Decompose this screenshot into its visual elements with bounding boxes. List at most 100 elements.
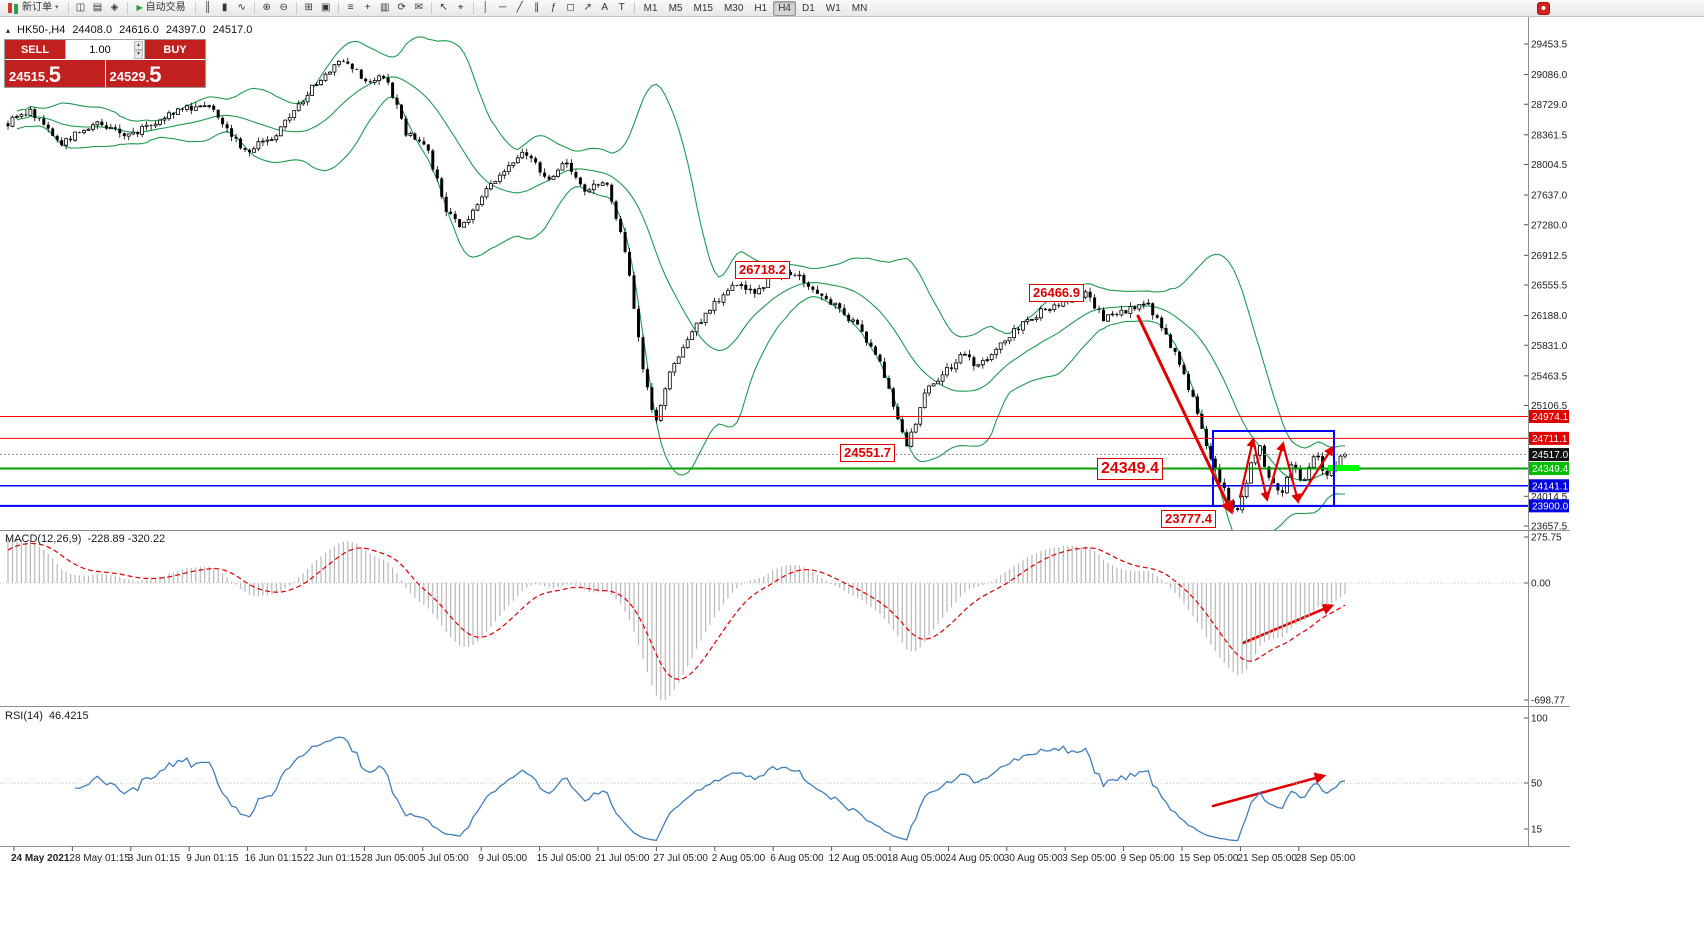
toolbar-separator	[253, 2, 255, 14]
time-axis-label: 5 Jul 05:00	[420, 853, 469, 864]
cursor-icon[interactable]: ↖	[436, 1, 452, 16]
fibonacci-icon[interactable]: ƒ	[546, 1, 562, 16]
new-order-label: 新订单	[22, 2, 52, 13]
zoom-in-icon[interactable]: ⊕	[259, 1, 275, 16]
collapse-icon[interactable]: ▴	[6, 25, 11, 35]
play-icon: ▶	[136, 3, 143, 12]
time-axis-label: 28 May 01:15	[69, 853, 130, 864]
time-axis-label: 21 Jul 05:00	[595, 853, 650, 864]
time-axis-label: 24 May 2021	[11, 853, 70, 864]
zigzag-arrow[interactable]	[1265, 441, 1286, 501]
rsi-value: 46.4215	[48, 710, 89, 722]
market-watch-icon[interactable]: ▤	[90, 1, 106, 16]
price-axis-badge	[1529, 461, 1569, 475]
new-chart-icon[interactable]: +	[360, 1, 376, 16]
horizontal-line-icon[interactable]: ─	[495, 1, 511, 16]
buy-price[interactable]: 24529. 5	[105, 60, 205, 87]
toolbar-separator	[472, 2, 474, 14]
timeframe-m30-button[interactable]: M30	[719, 1, 748, 16]
bull-candles	[10, 60, 1347, 511]
indicators-icon[interactable]: ≡	[343, 1, 359, 16]
bollinger-band	[16, 96, 1346, 530]
tile-windows-icon[interactable]: ⊞	[301, 1, 317, 16]
navigator-icon[interactable]: ◈	[107, 1, 123, 16]
timeframe-mn-button[interactable]: MN	[847, 1, 873, 16]
new-order-button[interactable]: 新订单 ▾	[3, 1, 64, 16]
toolbar-separator	[633, 2, 635, 14]
sell-button[interactable]: SELL	[5, 40, 65, 59]
price-annotation[interactable]: 24349.4	[1097, 458, 1163, 480]
vertical-line-icon[interactable]: │	[478, 1, 494, 16]
ohlc-close: 24517.0	[212, 24, 253, 36]
timeframe-m5-button[interactable]: M5	[664, 1, 688, 16]
timeframe-d1-button[interactable]: D1	[797, 1, 820, 16]
spin-up-icon[interactable]: ▴	[133, 40, 143, 50]
macd-values: -228.89 -320.22	[87, 533, 166, 545]
shapes-icon[interactable]: ◻	[563, 1, 579, 16]
volume-input[interactable]	[66, 40, 144, 60]
rsi-axis-label: 15	[1531, 825, 1543, 836]
candlestick-chart-icon[interactable]: ▮	[217, 1, 233, 16]
macd-label: MACD(12,26,9) -228.89 -320.22	[5, 533, 165, 545]
zigzag-arrow[interactable]	[1238, 437, 1257, 499]
symbol-timeframe: HK50-,H4	[17, 24, 66, 36]
text-icon[interactable]: A	[597, 1, 613, 16]
ohlc-high: 24616.0	[119, 24, 159, 36]
timeframe-h1-button[interactable]: H1	[749, 1, 772, 16]
line-chart-icon[interactable]: ∿	[234, 1, 250, 16]
price-axis-badge-label: 24974.1	[1532, 412, 1569, 423]
buy-price-frac: 5	[149, 62, 162, 87]
trend-arrow[interactable]	[1136, 314, 1234, 515]
toolbar-separator	[126, 2, 128, 14]
text-label-icon[interactable]: T	[614, 1, 630, 16]
time-axis-label: 12 Aug 05:00	[829, 853, 888, 864]
trendline-icon[interactable]: ╱	[512, 1, 528, 16]
rsi-line	[75, 736, 1346, 842]
macd-name: MACD(12,26,9)	[5, 533, 82, 545]
zigzag-arrow[interactable]	[1251, 438, 1271, 502]
spin-down-icon[interactable]: ▾	[133, 49, 143, 59]
time-axis-label: 18 Aug 05:00	[887, 853, 946, 864]
sell-price[interactable]: 24515. 5	[5, 60, 105, 87]
arrows-icon[interactable]: ↗	[580, 1, 596, 16]
timeframe-w1-button[interactable]: W1	[821, 1, 846, 16]
volume-field: ▴▾	[65, 40, 145, 60]
sell-price-frac: 5	[48, 62, 62, 87]
price-axis-badge-label: 24517.0	[1532, 450, 1569, 461]
price-annotation[interactable]: 26718.2	[735, 261, 790, 280]
zigzag-arrow[interactable]	[1281, 442, 1302, 504]
candle-wicks	[7, 57, 1346, 514]
trend-arrow[interactable]	[1211, 772, 1327, 808]
chart-window-icon[interactable]: ◫	[73, 1, 89, 16]
ohlc-open: 24408.0	[72, 24, 113, 36]
price-axis-badge-label: 24711.1	[1532, 434, 1568, 445]
time-axis-label: 9 Sep 05:00	[1121, 853, 1175, 864]
buy-button[interactable]: BUY	[145, 40, 205, 59]
app-icon[interactable]	[1537, 2, 1550, 15]
price-annotation[interactable]: 23777.4	[1161, 510, 1216, 529]
zoom-out-icon[interactable]: ⊖	[276, 1, 292, 16]
timeframe-h4-button[interactable]: H4	[773, 0, 796, 16]
price-annotation[interactable]: 24551.7	[840, 444, 895, 463]
price-axis-label: 29453.5	[1531, 40, 1568, 51]
bear-candles	[6, 61, 1329, 511]
timeframe-m1-button[interactable]: M1	[639, 1, 663, 16]
cascade-windows-icon[interactable]: ▣	[318, 1, 334, 16]
macd-axis-label: 275.75	[1531, 533, 1562, 544]
alerts-icon[interactable]: ✉	[411, 1, 427, 16]
refresh-icon[interactable]: ⟳	[394, 1, 410, 16]
autotrading-button[interactable]: ▶ 自动交易	[132, 1, 191, 16]
crosshair-icon[interactable]: ⌖	[453, 1, 469, 16]
rsi-name: RSI(14)	[5, 710, 43, 722]
channel-icon[interactable]: ∥	[529, 1, 545, 16]
consolidation-box[interactable]	[1212, 430, 1335, 507]
thick-green-segment[interactable]	[1328, 465, 1359, 471]
price-annotation[interactable]: 26466.9	[1029, 284, 1084, 303]
bar-chart-icon[interactable]: ║	[200, 1, 216, 16]
price-axis-badge	[1529, 448, 1569, 462]
zigzag-arrow[interactable]	[1296, 445, 1334, 503]
timeframe-m15-button[interactable]: M15	[688, 1, 717, 16]
time-axis-label: 30 Aug 05:00	[1004, 853, 1063, 864]
templates-icon[interactable]: ▥	[377, 1, 393, 16]
